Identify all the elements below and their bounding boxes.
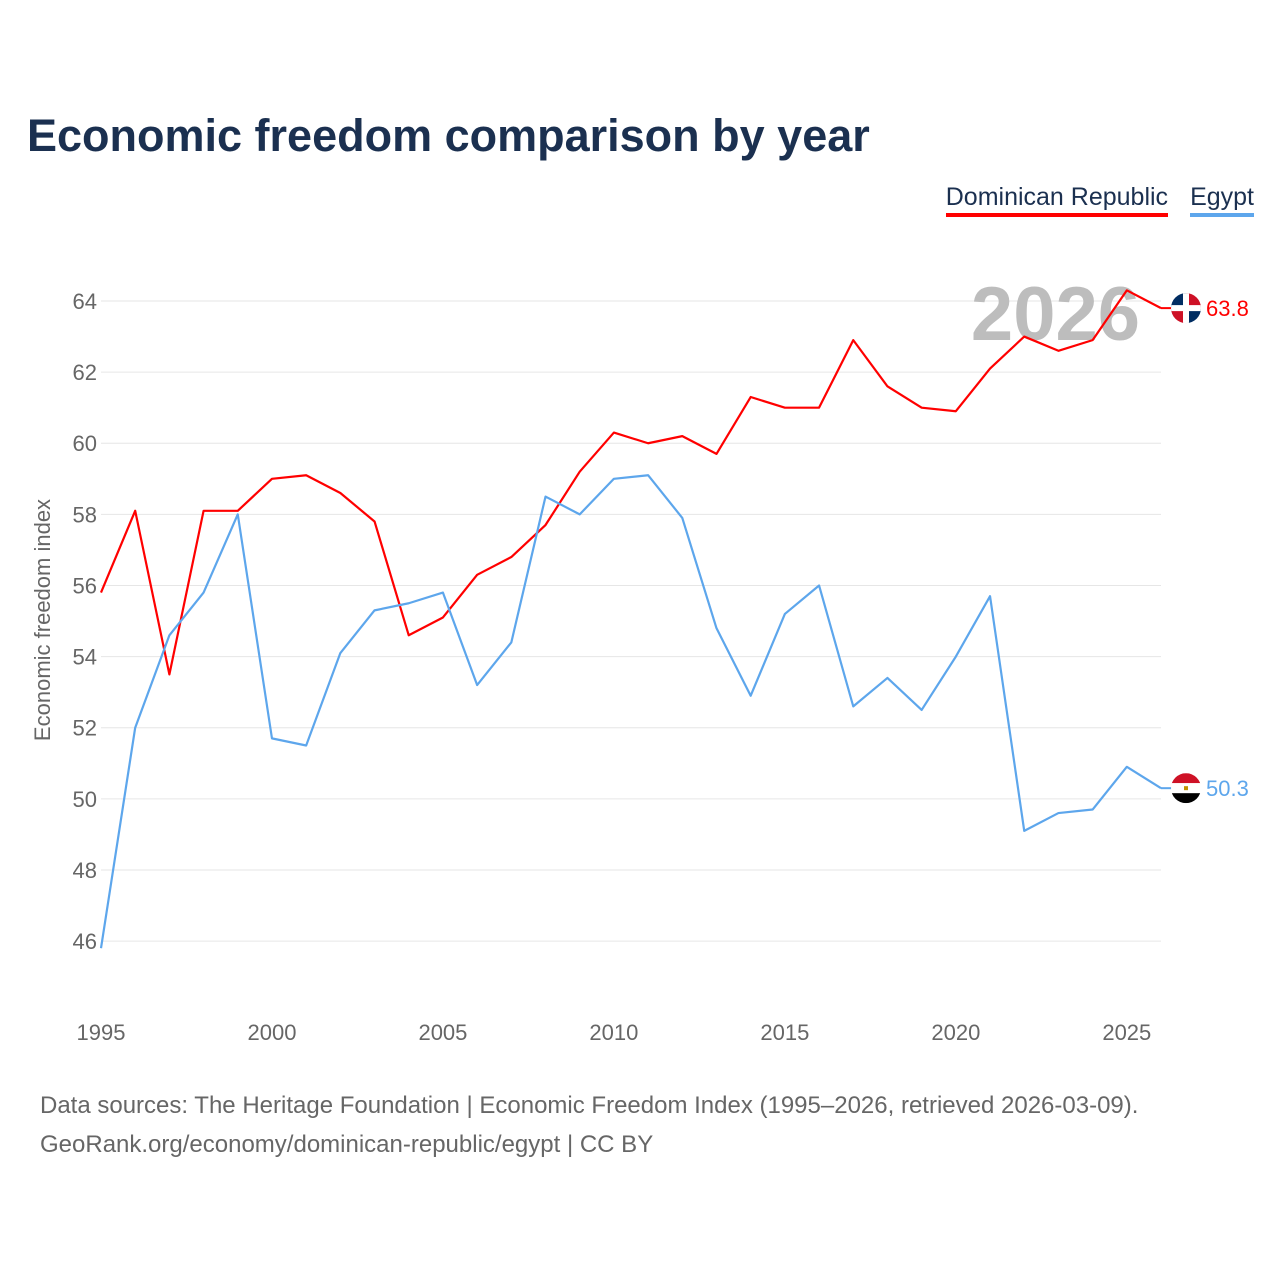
x-tick-label: 2005 xyxy=(418,1020,467,1045)
x-tick-label: 2025 xyxy=(1102,1020,1151,1045)
legend-item-dominican-republic[interactable]: Dominican Republic xyxy=(945,183,1169,217)
series-line-dominican-republic xyxy=(99,289,1162,676)
y-tick-label: 48 xyxy=(73,858,97,883)
chart-title: Economic freedom comparison by year xyxy=(27,110,870,161)
footer: Data sources: The Heritage Foundation | … xyxy=(40,1086,1138,1164)
y-tick-label: 60 xyxy=(73,431,97,456)
y-tick-label: 46 xyxy=(73,929,97,954)
x-tick-label: 2015 xyxy=(760,1020,809,1045)
x-tick-label: 2020 xyxy=(931,1020,980,1045)
dominican-republic-flag-icon xyxy=(1171,293,1201,324)
x-tick-label: 2000 xyxy=(247,1020,296,1045)
egypt-flag-icon xyxy=(1171,773,1201,804)
end-value-label: 50.3 xyxy=(1206,776,1249,801)
legend-item-egypt[interactable]: Egypt xyxy=(1190,183,1254,217)
y-tick-label: 58 xyxy=(73,502,97,527)
y-tick-label: 62 xyxy=(73,360,97,385)
x-tick-label: 1995 xyxy=(77,1020,126,1045)
series-line-egypt xyxy=(99,474,1162,949)
year-watermark: 2026 xyxy=(971,272,1140,357)
y-tick-label: 50 xyxy=(73,787,97,812)
y-tick-label: 54 xyxy=(73,645,97,670)
legend: Dominican Republic Egypt xyxy=(945,183,1254,217)
y-axis-label: Economic freedom index xyxy=(30,499,55,741)
source-link[interactable]: GeoRank.org/economy/dominican-republic/e… xyxy=(40,1131,654,1158)
x-tick-label: 2010 xyxy=(589,1020,638,1045)
y-tick-label: 64 xyxy=(73,289,97,314)
y-tick-label: 56 xyxy=(73,573,97,598)
data-source: Data sources: The Heritage Foundation | … xyxy=(40,1092,1139,1119)
y-tick-label: 52 xyxy=(73,716,97,741)
end-value-label: 63.8 xyxy=(1206,296,1249,321)
